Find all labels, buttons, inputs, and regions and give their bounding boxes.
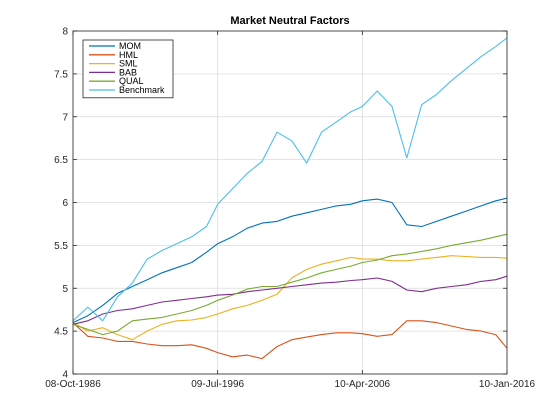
- series-group: [72, 37, 508, 360]
- legend-label: BAB: [119, 67, 137, 77]
- series-line-benchmark: [72, 37, 508, 322]
- y-tick-label: 7.5: [54, 69, 68, 80]
- x-tick-label: 09-Jul-1996: [191, 379, 244, 390]
- series-line-bab: [72, 275, 508, 325]
- y-tick-label: 4.5: [54, 327, 68, 338]
- y-tick-label: 5: [62, 284, 68, 295]
- y-tick-label: 4: [62, 370, 68, 381]
- series-line-qual: [72, 233, 508, 336]
- series-line-mom: [72, 197, 508, 324]
- y-tick-label: 7: [62, 112, 68, 123]
- y-tick-label: 8: [62, 27, 68, 38]
- series-line-sml: [72, 255, 508, 341]
- legend-label: QUAL: [119, 76, 144, 86]
- y-tick-label: 6: [62, 198, 68, 209]
- series-line-hml: [72, 320, 508, 360]
- x-tick-label: 10-Apr-2006: [335, 379, 391, 390]
- legend-label: MOM: [119, 41, 141, 51]
- chart-title: Market Neutral Factors: [230, 15, 349, 27]
- legend-label: Benchmark: [119, 85, 165, 95]
- x-tick-label: 10-Jan-2016: [479, 379, 536, 390]
- x-tick-label: 08-Oct-1986: [45, 379, 101, 390]
- legend-label: SML: [119, 59, 138, 69]
- y-tick-label: 5.5: [54, 241, 68, 252]
- legend-label: HML: [119, 50, 138, 60]
- legend-box: [82, 39, 174, 99]
- y-tick-label: 6.5: [54, 155, 68, 166]
- axis-ticks: 4 4.5 5 5.5 6 6.5 7 7.5 8 08-Oct-1986 09-Jul-1996 1…: [45, 27, 535, 391]
